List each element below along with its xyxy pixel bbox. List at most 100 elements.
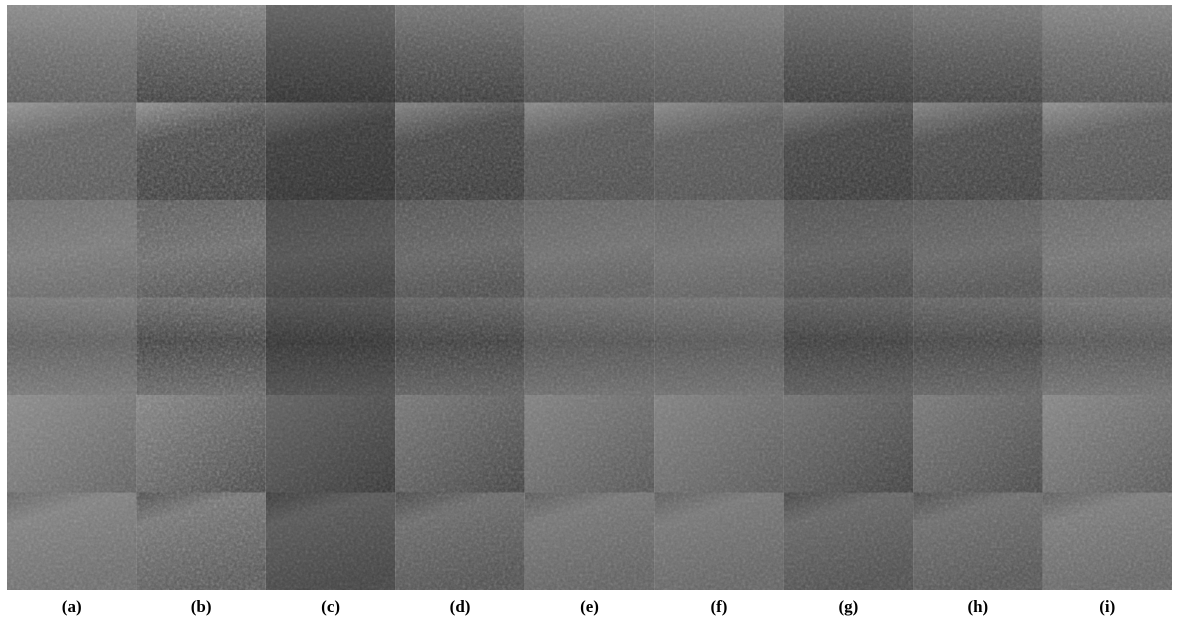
image-haze — [395, 493, 524, 591]
column-label: (g) — [838, 597, 858, 616]
image-haze — [913, 5, 1042, 103]
image-haze — [7, 200, 136, 298]
image-tile — [654, 493, 783, 591]
image-haze — [266, 298, 395, 396]
image-haze — [525, 5, 654, 103]
image-tile — [784, 103, 913, 201]
image-tile — [525, 103, 654, 201]
image-tile — [654, 395, 783, 493]
image-tile — [266, 493, 395, 591]
image-haze — [913, 493, 1042, 591]
image-haze — [1043, 395, 1172, 493]
image-tile — [395, 200, 524, 298]
image-haze — [784, 493, 913, 591]
image-haze — [784, 5, 913, 103]
image-tile — [1043, 298, 1172, 396]
image-tile — [1043, 200, 1172, 298]
image-tile — [136, 493, 265, 591]
image-tile — [136, 395, 265, 493]
column-label: (h) — [967, 597, 988, 616]
image-haze — [266, 493, 395, 591]
image-tile — [266, 5, 395, 103]
image-haze — [525, 493, 654, 591]
image-haze — [525, 200, 654, 298]
image-tile — [136, 200, 265, 298]
image-haze — [395, 103, 524, 201]
column-label: (d) — [450, 597, 471, 616]
image-tile — [136, 298, 265, 396]
image-tile — [266, 395, 395, 493]
image-haze — [266, 200, 395, 298]
image-haze — [7, 103, 136, 201]
image-haze — [654, 200, 783, 298]
image-tile — [1043, 493, 1172, 591]
image-tile — [525, 493, 654, 591]
image-haze — [266, 103, 395, 201]
image-tile — [913, 103, 1042, 201]
image-haze — [1043, 5, 1172, 103]
image-haze — [654, 493, 783, 591]
column-label: (e) — [580, 597, 599, 616]
image-haze — [266, 395, 395, 493]
image-haze — [7, 395, 136, 493]
column-labels: (a)(b)(c)(d)(e)(f)(g)(h)(i) — [62, 597, 1115, 616]
image-tile — [913, 200, 1042, 298]
image-haze — [784, 395, 913, 493]
image-tile — [136, 103, 265, 201]
column-label: (c) — [321, 597, 340, 616]
image-tile — [784, 5, 913, 103]
image-haze — [395, 298, 524, 396]
image-tile — [1043, 103, 1172, 201]
image-tile — [395, 5, 524, 103]
image-tile — [525, 200, 654, 298]
image-grid — [7, 5, 1172, 590]
image-tile — [266, 298, 395, 396]
image-haze — [913, 395, 1042, 493]
image-tile — [266, 103, 395, 201]
image-haze — [654, 298, 783, 396]
image-haze — [7, 5, 136, 103]
image-tile — [913, 493, 1042, 591]
image-tile — [525, 298, 654, 396]
image-tile — [784, 298, 913, 396]
image-tile — [7, 493, 136, 591]
image-haze — [654, 103, 783, 201]
column-label: (b) — [191, 597, 212, 616]
image-tile — [525, 5, 654, 103]
image-haze — [913, 103, 1042, 201]
image-tile — [784, 493, 913, 591]
image-haze — [1043, 200, 1172, 298]
image-haze — [784, 200, 913, 298]
page: (a)(b)(c)(d)(e)(f)(g)(h)(i) (() => { con… — [0, 0, 1179, 625]
image-haze — [1043, 103, 1172, 201]
image-tile — [7, 103, 136, 201]
image-tile — [395, 493, 524, 591]
image-tile — [7, 395, 136, 493]
image-haze — [395, 200, 524, 298]
image-tile — [525, 395, 654, 493]
image-tile — [395, 103, 524, 201]
image-haze — [7, 298, 136, 396]
image-haze — [395, 395, 524, 493]
image-tile — [395, 395, 524, 493]
image-haze — [525, 298, 654, 396]
image-haze — [654, 5, 783, 103]
image-haze — [525, 395, 654, 493]
image-haze — [7, 493, 136, 591]
image-tile — [654, 200, 783, 298]
column-label: (i) — [1099, 597, 1115, 616]
image-haze — [784, 298, 913, 396]
image-tile — [136, 5, 265, 103]
image-haze — [913, 298, 1042, 396]
image-tile — [7, 298, 136, 396]
image-tile — [654, 5, 783, 103]
image-tile — [913, 5, 1042, 103]
image-haze — [395, 5, 524, 103]
image-tile — [7, 200, 136, 298]
image-haze — [654, 395, 783, 493]
image-tile — [784, 200, 913, 298]
image-tile — [395, 298, 524, 396]
image-haze — [1043, 298, 1172, 396]
image-tile — [654, 103, 783, 201]
image-tile — [7, 5, 136, 103]
